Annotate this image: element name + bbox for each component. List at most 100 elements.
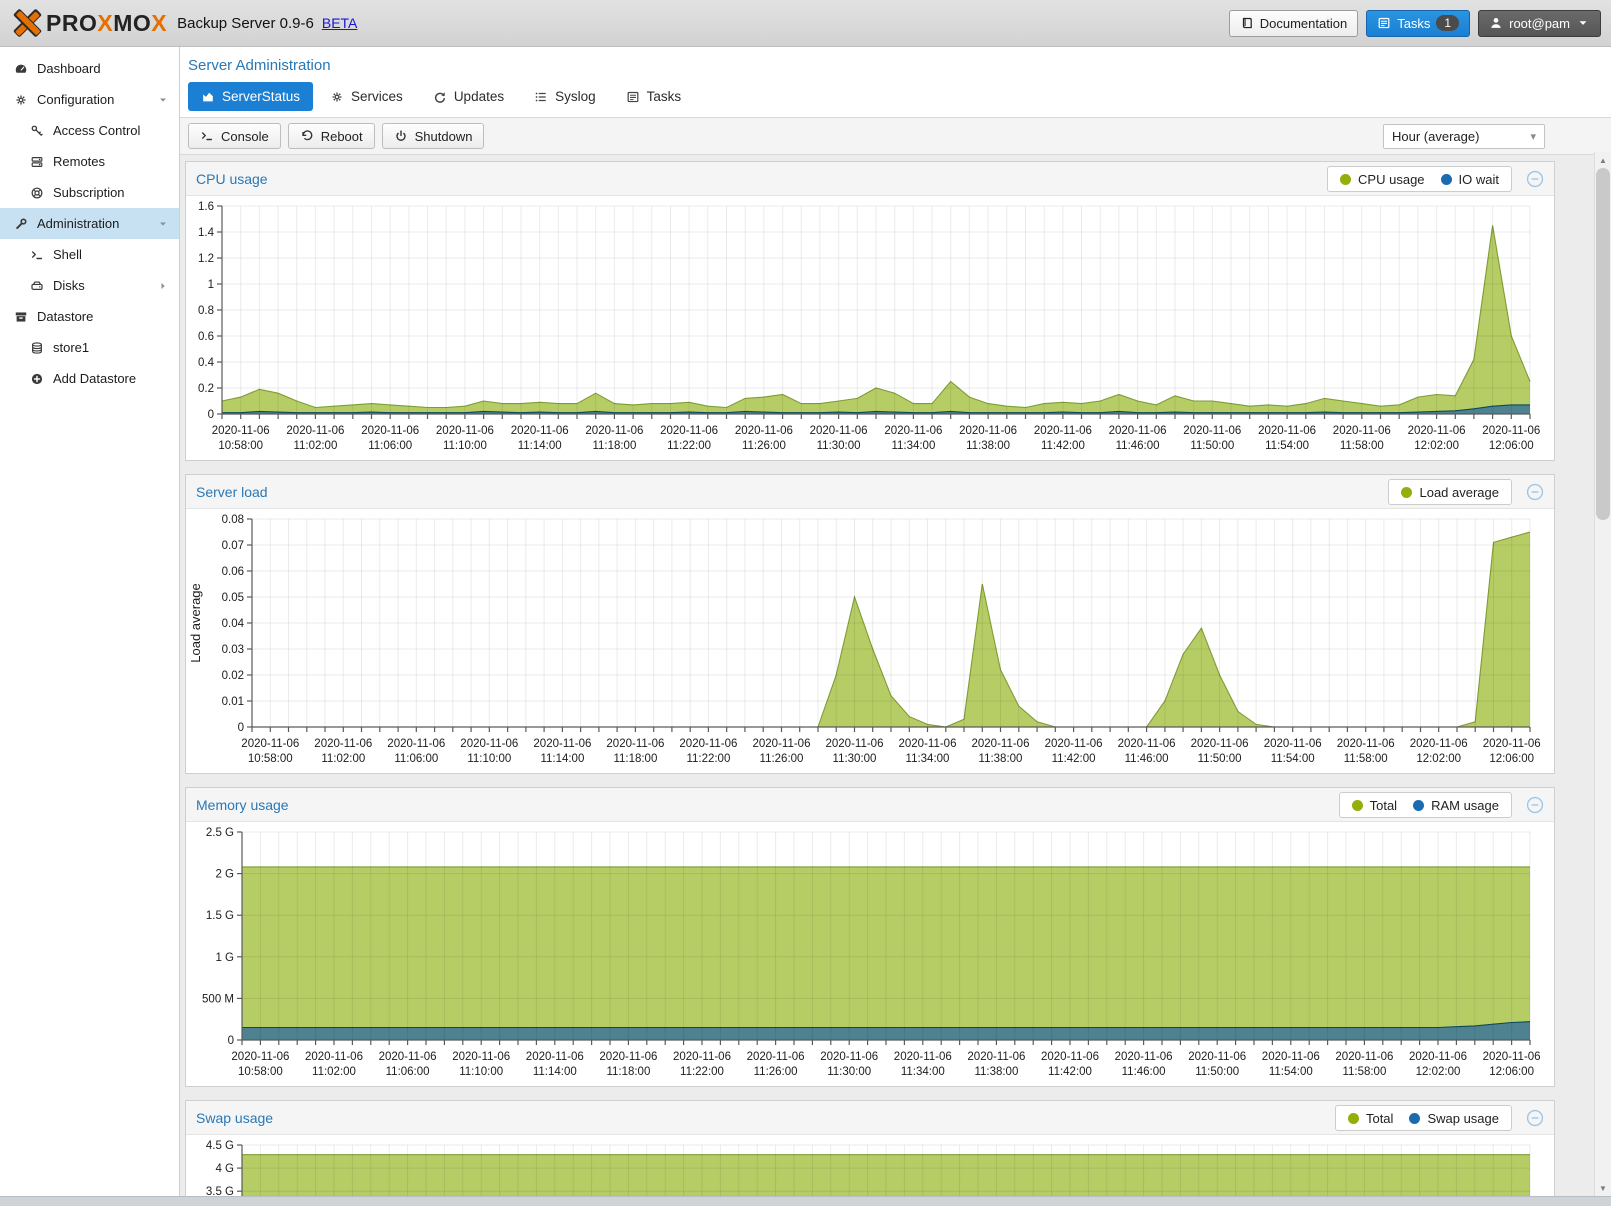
svg-text:11:54:00: 11:54:00	[1271, 753, 1315, 765]
timeframe-select[interactable]: Hour (average) ▾	[1383, 123, 1545, 149]
sidebar-item-access-control[interactable]: Access Control	[0, 115, 179, 146]
scrollbar-down-arrow-icon[interactable]: ▼	[1599, 1183, 1607, 1193]
svg-text:11:34:00: 11:34:00	[906, 753, 950, 765]
cpu-usage-chart: 1.6 1.4 1.2 1 0.8 0.6 0.4 0.2 0 2020-11-06 10:58:0…	[186, 196, 1554, 460]
sidebar-item-remotes[interactable]: Remotes	[0, 146, 179, 177]
cpu-usage-panel-header: CPU usage CPU usage IO wait	[186, 162, 1554, 196]
sidebar-item-subscription[interactable]: Subscription	[0, 177, 179, 208]
sidebar-item-administration[interactable]: Administration	[0, 208, 179, 239]
window-bottom-edge	[0, 1196, 1611, 1206]
svg-text:11:26:00: 11:26:00	[760, 753, 804, 765]
svg-text:12:06:00: 12:06:00	[1489, 1066, 1534, 1078]
tab-serverstatus[interactable]: ServerStatus	[188, 82, 314, 111]
main-content: Server Administration ServerStatus Servic…	[180, 47, 1611, 1206]
svg-text:11:02:00: 11:02:00	[312, 1066, 356, 1078]
svg-text:11:50:00: 11:50:00	[1190, 440, 1234, 452]
legend-item: RAM usage	[1413, 798, 1499, 813]
chevron-down-icon[interactable]	[157, 218, 169, 230]
svg-text:12:06:00: 12:06:00	[1489, 753, 1534, 765]
datastore-archive-icon	[12, 310, 30, 324]
svg-text:11:42:00: 11:42:00	[1052, 753, 1096, 765]
svg-text:2020-11-06: 2020-11-06	[1483, 1051, 1541, 1063]
svg-text:2020-11-06: 2020-11-06	[1109, 425, 1167, 437]
sidebar-item-store1[interactable]: store1	[0, 332, 179, 363]
svg-text:1: 1	[208, 279, 214, 291]
svg-text:1.6: 1.6	[198, 201, 214, 213]
collapse-panel-icon[interactable]	[1526, 796, 1544, 814]
svg-text:11:06:00: 11:06:00	[386, 1066, 430, 1078]
svg-text:2020-11-06: 2020-11-06	[679, 738, 737, 750]
top-header: PROXMOX Backup Server 0.9-6 BETA Documen…	[0, 0, 1611, 47]
svg-text:2020-11-06: 2020-11-06	[735, 425, 793, 437]
chevron-right-icon[interactable]	[157, 280, 169, 292]
console-button[interactable]: Console	[188, 123, 281, 149]
sidebar-item-label: Subscription	[53, 185, 125, 200]
beta-link[interactable]: BETA	[321, 15, 358, 31]
svg-text:2020-11-06: 2020-11-06	[1408, 425, 1466, 437]
svg-text:11:30:00: 11:30:00	[817, 440, 861, 452]
proxmox-logo: PROXMOX	[10, 8, 167, 38]
svg-text:11:06:00: 11:06:00	[394, 753, 438, 765]
svg-text:0.6: 0.6	[198, 331, 214, 343]
reboot-button[interactable]: Reboot	[287, 123, 375, 149]
sidebar-item-configuration[interactable]: Configuration	[0, 84, 179, 115]
svg-text:2020-11-06: 2020-11-06	[526, 1051, 584, 1063]
shutdown-button[interactable]: Shutdown	[381, 123, 485, 149]
syslog-list-icon	[534, 90, 548, 104]
svg-text:2020-11-06: 2020-11-06	[1258, 425, 1316, 437]
sidebar-item-label: Add Datastore	[53, 371, 137, 386]
svg-text:2020-11-06: 2020-11-06	[972, 738, 1030, 750]
svg-text:4.5 G: 4.5 G	[206, 1140, 234, 1152]
sidebar-item-add-datastore[interactable]: Add Datastore	[0, 363, 179, 394]
svg-text:11:18:00: 11:18:00	[613, 753, 657, 765]
scrollbar-up-arrow-icon[interactable]: ▲	[1599, 155, 1607, 165]
svg-text:10:58:00: 10:58:00	[248, 753, 293, 765]
svg-text:2020-11-06: 2020-11-06	[1483, 738, 1541, 750]
sidebar-item-label: Configuration	[37, 92, 115, 107]
sidebar-item-label: store1	[53, 340, 90, 355]
legend-item: Total	[1347, 1111, 1393, 1126]
tasks-button[interactable]: Tasks 1	[1366, 9, 1471, 37]
tab-syslog[interactable]: Syslog	[521, 82, 609, 111]
svg-text:0.07: 0.07	[222, 540, 244, 552]
tab-updates[interactable]: Updates	[420, 82, 517, 111]
scrollbar-thumb[interactable]	[1596, 168, 1610, 520]
svg-text:2020-11-06: 2020-11-06	[1188, 1051, 1246, 1063]
svg-text:0.8: 0.8	[198, 305, 214, 317]
svg-text:2020-11-06: 2020-11-06	[673, 1051, 731, 1063]
access-control-key-icon	[28, 124, 46, 138]
tab-services[interactable]: Services	[317, 82, 416, 111]
vertical-scrollbar[interactable]: ▲ ▼	[1594, 152, 1611, 1196]
server-load-chart: 0.08 0.07 0.06 0.05 0.04 0.03 0.02 0.01 0 2020-11…	[186, 509, 1554, 773]
sidebar-item-dashboard[interactable]: Dashboard	[0, 53, 179, 84]
sidebar-item-shell[interactable]: Shell	[0, 239, 179, 270]
legend-dot-icon	[1351, 799, 1363, 811]
chevron-down-icon[interactable]	[157, 94, 169, 106]
svg-text:0.4: 0.4	[198, 357, 215, 369]
dashboard-icon	[12, 62, 30, 76]
tab-tasks[interactable]: Tasks	[613, 82, 695, 111]
status-toolbar: Console Reboot Shutdown Hour (average) ▾	[180, 117, 1611, 155]
book-icon	[1240, 16, 1254, 30]
svg-text:1 G: 1 G	[215, 952, 234, 964]
svg-text:11:50:00: 11:50:00	[1198, 753, 1242, 765]
user-menu-button[interactable]: root@pam	[1478, 9, 1601, 37]
legend-item: IO wait	[1440, 172, 1499, 187]
add-plus-circle-icon	[28, 372, 46, 386]
sidebar-item-datastore[interactable]: Datastore	[0, 301, 179, 332]
svg-text:11:58:00: 11:58:00	[1342, 1066, 1386, 1078]
collapse-panel-icon[interactable]	[1526, 1109, 1544, 1127]
collapse-panel-icon[interactable]	[1526, 483, 1544, 501]
svg-text:2020-11-06: 2020-11-06	[452, 1051, 510, 1063]
svg-text:2020-11-06: 2020-11-06	[1115, 1051, 1173, 1063]
proxmox-x-icon	[10, 8, 42, 38]
svg-text:11:30:00: 11:30:00	[827, 1066, 871, 1078]
legend-item: CPU usage	[1340, 172, 1425, 187]
database-icon	[28, 341, 46, 355]
memory-usage-chart: 2.5 G 2 G 1.5 G 1 G 500 M 0 2020-11-06 10:58:00…	[186, 822, 1554, 1086]
chevron-down-icon: ▾	[1530, 130, 1536, 143]
sidebar-item-disks[interactable]: Disks	[0, 270, 179, 301]
svg-text:0.04: 0.04	[222, 618, 245, 630]
documentation-button[interactable]: Documentation	[1228, 9, 1359, 37]
collapse-panel-icon[interactable]	[1526, 170, 1544, 188]
